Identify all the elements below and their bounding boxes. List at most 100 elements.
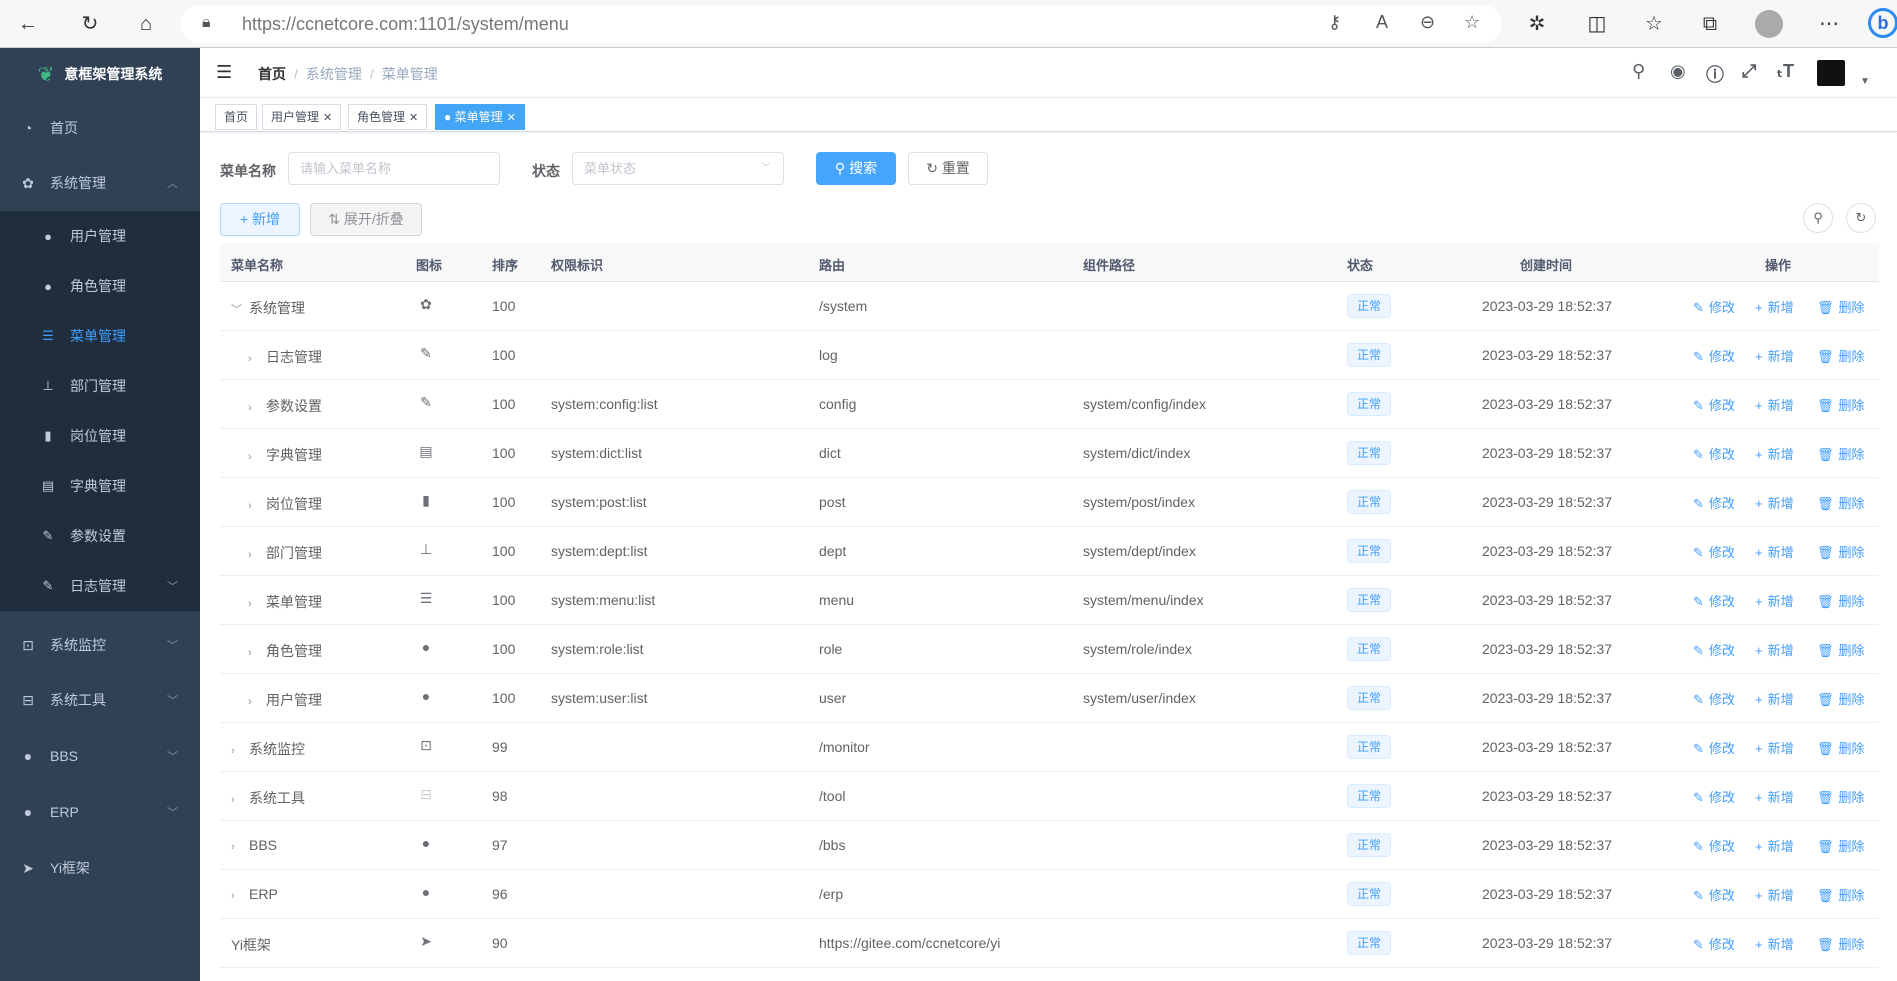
add-child-button[interactable]: + 新增 bbox=[1755, 395, 1794, 414]
extensions-icon[interactable]: ✲ bbox=[1528, 13, 1546, 35]
edit-button[interactable]: ✎ 修改 bbox=[1693, 787, 1735, 806]
chevron-right-icon[interactable]: › bbox=[231, 841, 235, 853]
delete-button[interactable]: 🗑︎ 删除 bbox=[1817, 836, 1865, 855]
delete-button[interactable]: 🗑︎ 删除 bbox=[1817, 885, 1865, 904]
edit-button[interactable]: ✎ 修改 bbox=[1693, 346, 1735, 365]
more-icon[interactable]: ⋯ bbox=[1819, 13, 1839, 35]
sidebar-item-bbs[interactable]: ● BBS ﹀ bbox=[0, 728, 200, 784]
tag-home[interactable]: 首页 bbox=[215, 104, 258, 130]
sidebar-item-tool[interactable]: ⊟ 系统工具 ﹀ bbox=[0, 672, 200, 728]
profile-avatar[interactable] bbox=[1755, 10, 1783, 38]
delete-button[interactable]: 🗑︎ 删除 bbox=[1817, 297, 1865, 316]
sidebar-item-log[interactable]: ✎ 日志管理 ﹀ bbox=[0, 561, 200, 611]
favorites-icon[interactable]: ☆ bbox=[1645, 13, 1663, 35]
chevron-down-icon[interactable]: ﹀ bbox=[231, 304, 242, 316]
add-child-button[interactable]: + 新增 bbox=[1755, 934, 1794, 953]
caret-down-icon[interactable]: ▼ bbox=[1860, 76, 1870, 87]
edit-button[interactable]: ✎ 修改 bbox=[1693, 640, 1735, 659]
add-child-button[interactable]: + 新增 bbox=[1755, 493, 1794, 512]
edit-button[interactable]: ✎ 修改 bbox=[1693, 738, 1735, 757]
edit-button[interactable]: ✎ 修改 bbox=[1693, 297, 1735, 316]
sidebar-item-role[interactable]: ● 角色管理 bbox=[0, 261, 200, 311]
bing-icon[interactable]: b bbox=[1868, 8, 1897, 38]
edit-button[interactable]: ✎ 修改 bbox=[1693, 395, 1735, 414]
edit-button[interactable]: ✎ 修改 bbox=[1693, 689, 1735, 708]
sidebar-item-home[interactable]: ◔ 首页 bbox=[0, 100, 200, 156]
delete-button[interactable]: 🗑︎ 删除 bbox=[1817, 640, 1865, 659]
delete-button[interactable]: 🗑︎ 删除 bbox=[1817, 787, 1865, 806]
refresh-icon[interactable]: ↻ bbox=[81, 13, 99, 35]
sidebar-item-dept[interactable]: ⊥ 部门管理 bbox=[0, 361, 200, 411]
delete-button[interactable]: 🗑︎ 删除 bbox=[1817, 395, 1865, 414]
key-icon[interactable]: ⚷ bbox=[1328, 12, 1342, 32]
add-favorite-icon[interactable]: ☆ bbox=[1464, 12, 1481, 32]
sidebar-item-post[interactable]: ▮ 岗位管理 bbox=[0, 411, 200, 461]
delete-button[interactable]: 🗑︎ 删除 bbox=[1817, 591, 1865, 610]
menu-name-input[interactable]: 请输入菜单名称 bbox=[288, 152, 500, 185]
chevron-right-icon[interactable]: › bbox=[248, 500, 252, 512]
reset-button[interactable]: ↻ 重置 bbox=[908, 152, 988, 185]
chevron-right-icon[interactable]: › bbox=[248, 402, 252, 414]
expand-toggle-button[interactable]: ⇅ 展开/折叠 bbox=[310, 203, 422, 236]
zoom-out-icon[interactable]: ⊖ bbox=[1420, 12, 1436, 32]
add-child-button[interactable]: + 新增 bbox=[1755, 689, 1794, 708]
sidebar-logo[interactable]: ❦ 意框架管理系统 bbox=[0, 48, 200, 100]
fullscreen-icon[interactable]: ⤢ bbox=[1742, 61, 1757, 81]
add-child-button[interactable]: + 新增 bbox=[1755, 738, 1794, 757]
help-icon[interactable]: ⓘ bbox=[1706, 65, 1724, 85]
chevron-right-icon[interactable]: › bbox=[248, 549, 252, 561]
chevron-right-icon[interactable]: › bbox=[248, 598, 252, 610]
tag-menu[interactable]: ● 菜单管理 ✕ bbox=[435, 104, 525, 130]
status-select[interactable]: 菜单状态 ﹀ bbox=[572, 152, 784, 185]
add-child-button[interactable]: + 新增 bbox=[1755, 836, 1794, 855]
edit-button[interactable]: ✎ 修改 bbox=[1693, 836, 1735, 855]
delete-button[interactable]: 🗑︎ 删除 bbox=[1817, 689, 1865, 708]
add-child-button[interactable]: + 新增 bbox=[1755, 346, 1794, 365]
breadcrumb-item[interactable]: 首页 bbox=[258, 66, 286, 82]
sidebar-item-erp[interactable]: ● ERP ﹀ bbox=[0, 784, 200, 840]
edit-button[interactable]: ✎ 修改 bbox=[1693, 591, 1735, 610]
sidebar-item-config[interactable]: ✎ 参数设置 bbox=[0, 511, 200, 561]
delete-button[interactable]: 🗑︎ 删除 bbox=[1817, 346, 1865, 365]
chevron-right-icon[interactable]: › bbox=[231, 890, 235, 902]
close-icon[interactable]: ✕ bbox=[506, 112, 516, 124]
refresh-button[interactable]: ↻ bbox=[1846, 203, 1876, 233]
sidebar-item-yi[interactable]: ➤ Yi框架 bbox=[0, 840, 200, 896]
chevron-right-icon[interactable]: › bbox=[248, 451, 252, 463]
add-child-button[interactable]: + 新增 bbox=[1755, 787, 1794, 806]
edit-button[interactable]: ✎ 修改 bbox=[1693, 542, 1735, 561]
edit-button[interactable]: ✎ 修改 bbox=[1693, 885, 1735, 904]
chevron-right-icon[interactable]: › bbox=[248, 696, 252, 708]
chevron-right-icon[interactable]: › bbox=[248, 647, 252, 659]
search-button[interactable]: ⚲ 搜索 bbox=[816, 152, 896, 185]
toggle-search-button[interactable]: ⚲ bbox=[1803, 203, 1833, 233]
read-aloud-icon[interactable]: A bbox=[1376, 12, 1389, 32]
collections-icon[interactable]: ⧉ bbox=[1702, 13, 1718, 35]
add-child-button[interactable]: + 新增 bbox=[1755, 542, 1794, 561]
chevron-right-icon[interactable]: › bbox=[248, 353, 252, 365]
github-icon[interactable]: ◉ bbox=[1670, 61, 1686, 81]
edit-button[interactable]: ✎ 修改 bbox=[1693, 934, 1735, 953]
close-icon[interactable]: ✕ bbox=[323, 112, 333, 124]
edit-button[interactable]: ✎ 修改 bbox=[1693, 493, 1735, 512]
delete-button[interactable]: 🗑︎ 删除 bbox=[1817, 738, 1865, 757]
sidebar-item-monitor[interactable]: ⊡ 系统监控 ﹀ bbox=[0, 617, 200, 673]
add-child-button[interactable]: + 新增 bbox=[1755, 885, 1794, 904]
split-screen-icon[interactable]: ◫ bbox=[1587, 13, 1607, 35]
sidebar-item-menu[interactable]: ☰ 菜单管理 bbox=[0, 311, 200, 361]
back-icon[interactable]: ← bbox=[18, 13, 38, 35]
add-child-button[interactable]: + 新增 bbox=[1755, 640, 1794, 659]
font-size-icon[interactable]: ₜT bbox=[1776, 61, 1794, 81]
delete-button[interactable]: 🗑︎ 删除 bbox=[1817, 444, 1865, 463]
address-bar[interactable]: 🔒︎ https://ccnetcore.com:1101/system/men… bbox=[180, 5, 1502, 43]
add-child-button[interactable]: + 新增 bbox=[1755, 444, 1794, 463]
sidebar-item-dict[interactable]: ▤ 字典管理 bbox=[0, 461, 200, 511]
add-child-button[interactable]: + 新增 bbox=[1755, 297, 1794, 316]
edit-button[interactable]: ✎ 修改 bbox=[1693, 444, 1735, 463]
search-icon[interactable]: ⚲ bbox=[1632, 61, 1646, 81]
home-icon[interactable]: ⌂ bbox=[139, 13, 153, 35]
add-button[interactable]: + 新增 bbox=[220, 203, 300, 236]
tag-role[interactable]: 角色管理 ✕ bbox=[348, 104, 428, 130]
sidebar-item-system[interactable]: ✿ 系统管理 ︿ bbox=[0, 155, 200, 211]
delete-button[interactable]: 🗑︎ 删除 bbox=[1817, 542, 1865, 561]
